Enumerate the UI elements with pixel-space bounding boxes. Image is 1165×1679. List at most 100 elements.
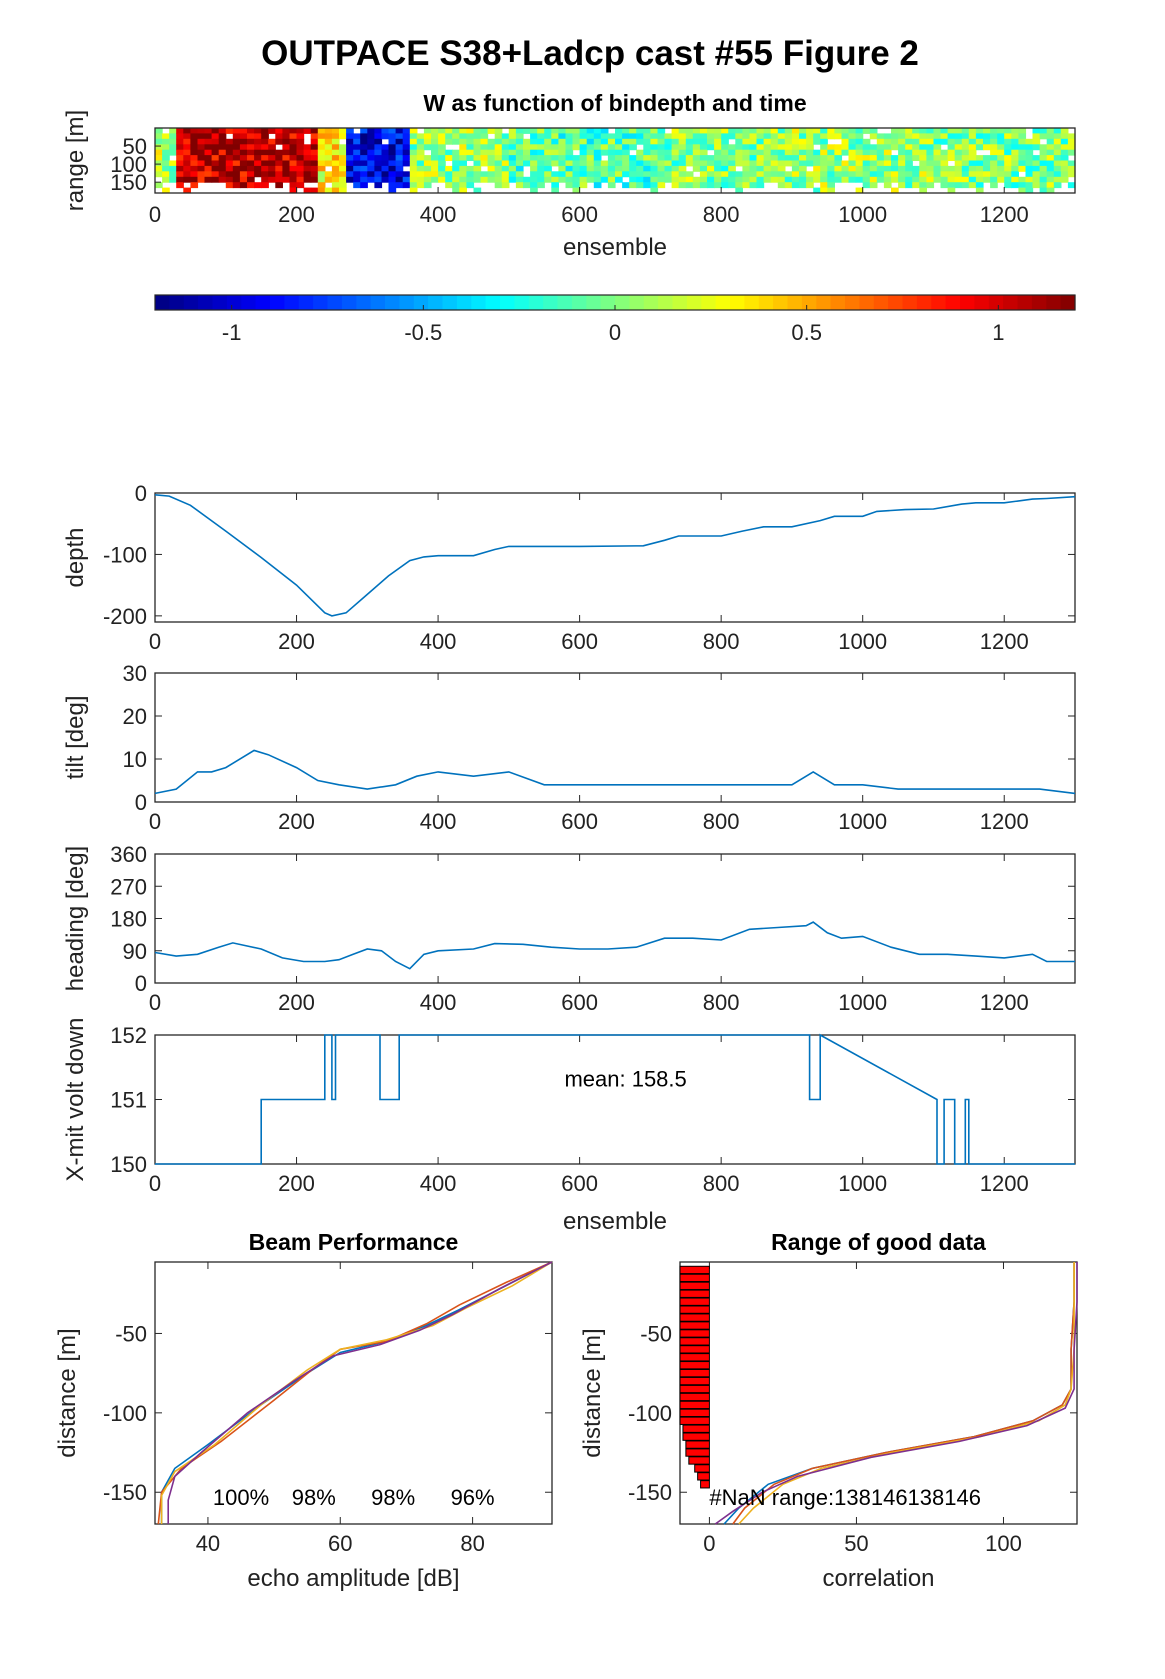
colorbar-cell (313, 295, 329, 310)
w-image-cell (247, 165, 255, 172)
w-image-cell (232, 155, 241, 162)
w-image-cell (176, 138, 184, 145)
w-image-cell (869, 144, 878, 151)
w-image-cell (784, 160, 793, 167)
w-image-cell (310, 144, 319, 151)
w-image-cell (162, 176, 170, 183)
w-image-cell (579, 144, 588, 151)
w-image-cell (353, 155, 361, 162)
w-image-cell (813, 128, 821, 134)
w-image-cell (239, 155, 248, 162)
w-image-cell (169, 176, 177, 183)
w-image-cell (431, 160, 439, 167)
w-image-cell (636, 128, 644, 134)
w-image-cell (855, 176, 864, 183)
w-image-cell (1032, 138, 1041, 145)
w-image-cell (155, 128, 163, 134)
w-image-cell (339, 149, 347, 156)
colorbar-cell (485, 295, 501, 310)
w-image-cell (876, 171, 885, 178)
w-image-cell (1046, 182, 1055, 189)
w-image-cell (261, 176, 269, 183)
w-image-cell (438, 128, 446, 134)
w-image-cell (1004, 182, 1012, 189)
w-image-cell (1046, 165, 1055, 172)
w-image-cell (395, 133, 404, 140)
w-image-cell (494, 160, 503, 167)
w-image-cell (827, 155, 835, 162)
w-image-cell (515, 155, 524, 162)
w-image-cell (983, 138, 991, 145)
w-image-cell (367, 149, 375, 156)
w-image-cell (515, 133, 524, 140)
w-image-cell (367, 165, 375, 172)
w-image-cell (317, 160, 326, 167)
depth-x-tick-label: 0 (149, 629, 161, 654)
w-image-cell (926, 149, 935, 156)
range-good-data-y-tick-label: -100 (628, 1401, 672, 1426)
w-image-cell (1053, 133, 1062, 140)
w-image-cell (615, 144, 623, 151)
w-image-cell (841, 138, 850, 145)
w-image-cell (473, 176, 482, 183)
w-image-cell (247, 171, 255, 178)
w-image-cell (261, 149, 269, 156)
w-image-cell (1053, 182, 1062, 189)
w-image-cell (671, 144, 680, 151)
w-image-cell (1053, 149, 1062, 156)
w-image-cell (926, 138, 935, 145)
w-image-cell (1032, 171, 1041, 178)
w-image-cell (1053, 160, 1062, 167)
w-image-cell (572, 165, 581, 172)
w-image-cell (339, 187, 347, 194)
w-image-cell (777, 138, 786, 145)
w-image-cell (225, 128, 234, 134)
w-image-cell (749, 149, 758, 156)
colorbar-cell (686, 295, 702, 310)
w-image-cell (855, 165, 864, 172)
w-image-cell (459, 149, 467, 156)
w-image-cell (416, 182, 425, 189)
w-image-cell (975, 165, 984, 172)
w-image-cell (954, 165, 963, 172)
w-image-cell (239, 128, 248, 134)
w-image-cell (388, 182, 397, 189)
w-image-cell (374, 133, 383, 140)
w-image-cell (544, 155, 552, 162)
w-image-cell (183, 149, 191, 156)
w-image-cell (169, 128, 177, 134)
w-image-cell (388, 165, 397, 172)
w-image-cell (593, 138, 602, 145)
w-image-cell (791, 182, 800, 189)
colorbar-cell (658, 295, 674, 310)
w-image-cell (275, 128, 283, 134)
w-image-cell (183, 138, 191, 145)
w-image-cell (1004, 155, 1012, 162)
w-image-cell (728, 165, 736, 172)
w-image-cell (331, 187, 340, 194)
w-image-cell (841, 160, 850, 167)
w-image-cell (275, 149, 283, 156)
xmit-volt-mean-annotation: mean: 158.5 (564, 1067, 686, 1092)
w-image-cell (742, 182, 751, 189)
w-image-cell (579, 133, 588, 140)
range-good-data-bar (679, 1353, 710, 1362)
w-image-cell (402, 149, 411, 156)
w-image-cell (431, 144, 439, 151)
w-image-cell (770, 149, 779, 156)
w-image-cell (777, 133, 786, 140)
w-image-cell (777, 160, 786, 167)
colorbar-cell (385, 295, 400, 310)
w-image-cell (438, 144, 446, 151)
xmit-volt-x-tick-label: 400 (420, 1171, 457, 1196)
w-image-cell (742, 144, 751, 151)
w-image-cell (827, 165, 835, 172)
w-image-cell (331, 171, 340, 178)
w-image-cell (374, 128, 383, 134)
w-image-cell (204, 165, 213, 172)
w-image-cell (176, 155, 184, 162)
w-image-cell (940, 155, 949, 162)
w-image-cell (445, 176, 453, 183)
depth-x-tick-label: 800 (703, 629, 740, 654)
w-image-cell (423, 133, 432, 140)
